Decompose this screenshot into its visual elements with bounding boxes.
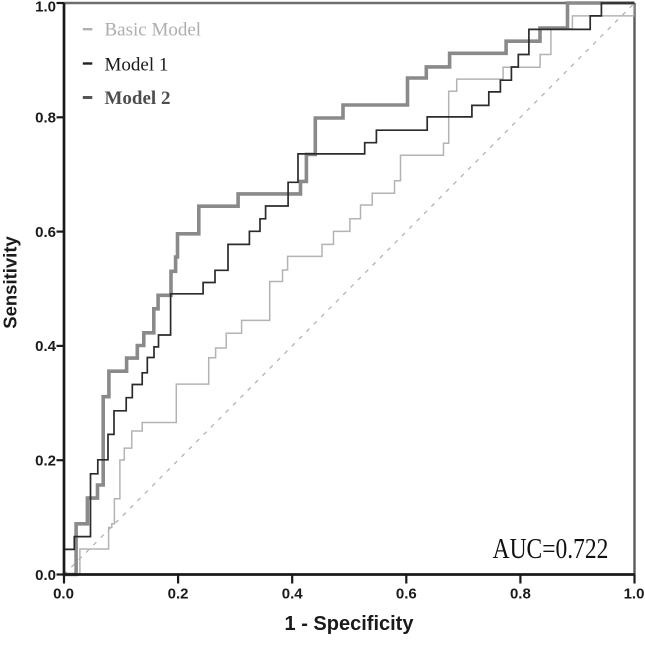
svg-text:0.8: 0.8 — [35, 110, 56, 127]
svg-text:Sensitivity: Sensitivity — [0, 236, 21, 329]
svg-text:Model 2: Model 2 — [105, 88, 171, 109]
svg-text:AUC=0.722: AUC=0.722 — [493, 533, 609, 564]
svg-text:0.4: 0.4 — [282, 586, 304, 603]
svg-text:0.6: 0.6 — [396, 586, 417, 603]
svg-text:0.8: 0.8 — [510, 586, 531, 603]
svg-text:1 - Specificity: 1 - Specificity — [285, 613, 415, 635]
svg-text:0.4: 0.4 — [35, 338, 57, 355]
svg-text:Model 1: Model 1 — [105, 54, 169, 75]
svg-text:1.0: 1.0 — [35, 0, 56, 15]
svg-text:Basic Model: Basic Model — [105, 20, 202, 41]
svg-text:1.0: 1.0 — [624, 586, 645, 603]
svg-text:0.2: 0.2 — [168, 586, 189, 603]
svg-text:0.2: 0.2 — [35, 453, 56, 470]
svg-text:0.6: 0.6 — [35, 224, 56, 241]
svg-text:0.0: 0.0 — [35, 567, 56, 584]
svg-text:0.0: 0.0 — [53, 586, 74, 603]
